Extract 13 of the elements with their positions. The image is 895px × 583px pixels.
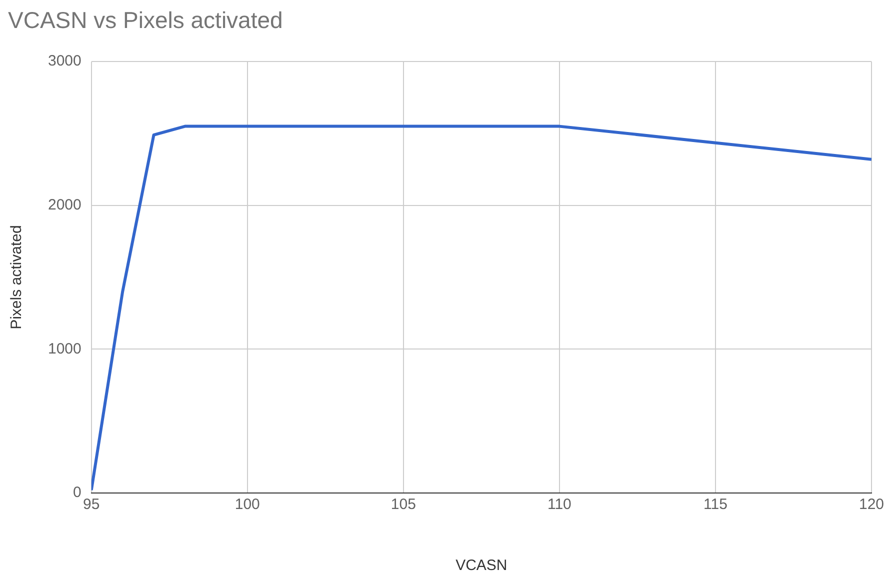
x-tick-label: 120 [858,496,884,514]
x-axis-title: VCASN [456,557,508,574]
y-tick-label: 1000 [48,340,82,358]
chart-title: VCASN vs Pixels activated [8,7,283,34]
y-axis-title: Pixels activated [8,225,26,330]
x-tick-label: 105 [390,496,416,514]
x-tick-label: 110 [547,496,572,514]
y-tick-label: 3000 [48,52,82,70]
x-tick-label: 115 [704,496,728,514]
y-tick-label: 2000 [48,196,82,214]
x-tick-label: 95 [83,496,100,514]
y-tick-label: 0 [73,484,82,502]
x-tick-label: 100 [234,496,260,514]
